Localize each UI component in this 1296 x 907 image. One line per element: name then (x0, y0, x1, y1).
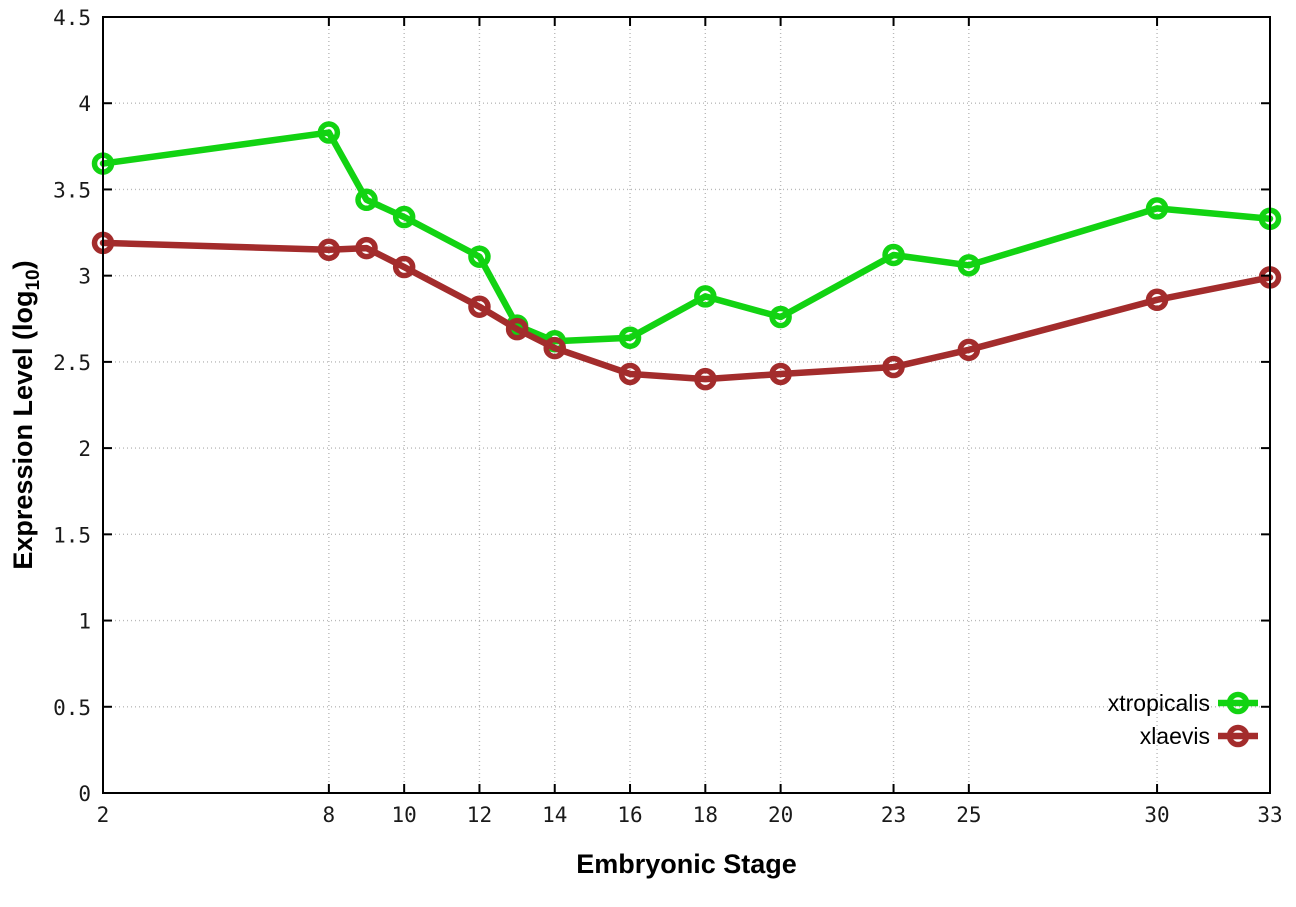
legend-sample-marker-xtropicalis (1226, 691, 1250, 715)
data-point-marker-xtropicalis (694, 285, 717, 308)
data-point-marker-xlaevis (1145, 288, 1169, 312)
data-point-marker-xtropicalis (468, 245, 491, 268)
data-point-marker-xtropicalis (1145, 197, 1169, 220)
data-point-marker-xlaevis (769, 362, 792, 386)
x-tick-label: 14 (542, 803, 567, 827)
data-point-marker-xlaevis (317, 238, 341, 262)
y-tick-label: 4 (78, 92, 91, 116)
legend-label-xlaevis: xlaevis (1140, 723, 1210, 749)
series-xlaevis (91, 231, 1282, 391)
x-tick-label: 10 (392, 803, 417, 827)
y-tick-label: 1 (78, 610, 91, 634)
y-tick-label: 3.5 (53, 178, 91, 202)
y-tick-label: 0.5 (53, 696, 91, 720)
data-point-marker-xtropicalis (618, 326, 642, 349)
data-point-marker-xlaevis (882, 355, 905, 379)
x-tick-label: 2 (97, 803, 110, 827)
x-tick-label: 8 (323, 803, 336, 827)
y-tick-label: 3 (78, 265, 91, 289)
y-tick-label: 1.5 (53, 523, 91, 547)
data-point-marker-xlaevis (694, 367, 717, 391)
x-axis-title: Embryonic Stage (576, 849, 797, 879)
legend-entry-xtropicalis: xtropicalis (1108, 690, 1258, 716)
data-point-marker-xlaevis (392, 255, 416, 279)
x-tick-label: 30 (1144, 803, 1169, 827)
data-point-marker-xtropicalis (769, 305, 792, 329)
y-tick-label: 0 (78, 782, 91, 806)
data-point-marker-xtropicalis (957, 254, 981, 277)
data-point-marker-xlaevis (957, 338, 981, 362)
y-axis-title: Expression Level (log10) (8, 260, 44, 569)
y-tick-label: 2 (78, 437, 91, 461)
plot-border (102, 16, 1271, 794)
data-point-marker-xtropicalis (392, 205, 416, 229)
x-tick-label: 16 (617, 803, 642, 827)
x-tick-label: 20 (768, 803, 793, 827)
x-tick-label: 25 (956, 803, 981, 827)
data-point-marker-xtropicalis (882, 243, 905, 267)
y-tick-label: 4.5 (53, 6, 91, 30)
series-line-xlaevis (99, 239, 1274, 383)
series-line-xtropicalis (99, 129, 1274, 345)
data-point-marker-xlaevis (505, 317, 529, 341)
legend-label-xtropicalis: xtropicalis (1108, 690, 1210, 716)
x-tick-label: 12 (467, 803, 492, 827)
data-point-marker-xtropicalis (317, 121, 341, 144)
x-tick-label: 23 (881, 803, 906, 827)
y-tick-label: 2.5 (53, 351, 91, 375)
data-point-marker-xtropicalis (355, 188, 378, 212)
x-tick-label: 33 (1257, 803, 1282, 827)
legend: xtropicalis xlaevis (1108, 690, 1258, 749)
x-tick-label: 18 (693, 803, 718, 827)
data-point-marker-xlaevis (468, 295, 491, 318)
legend-sample-marker-xlaevis (1226, 724, 1250, 748)
legend-entry-xlaevis: xlaevis (1140, 723, 1258, 749)
data-point-marker-xlaevis (543, 336, 566, 360)
axis-ticks (102, 16, 1271, 794)
grid-lines (102, 16, 1271, 794)
data-point-marker-xlaevis (355, 236, 378, 260)
data-point-marker-xlaevis (618, 362, 642, 386)
